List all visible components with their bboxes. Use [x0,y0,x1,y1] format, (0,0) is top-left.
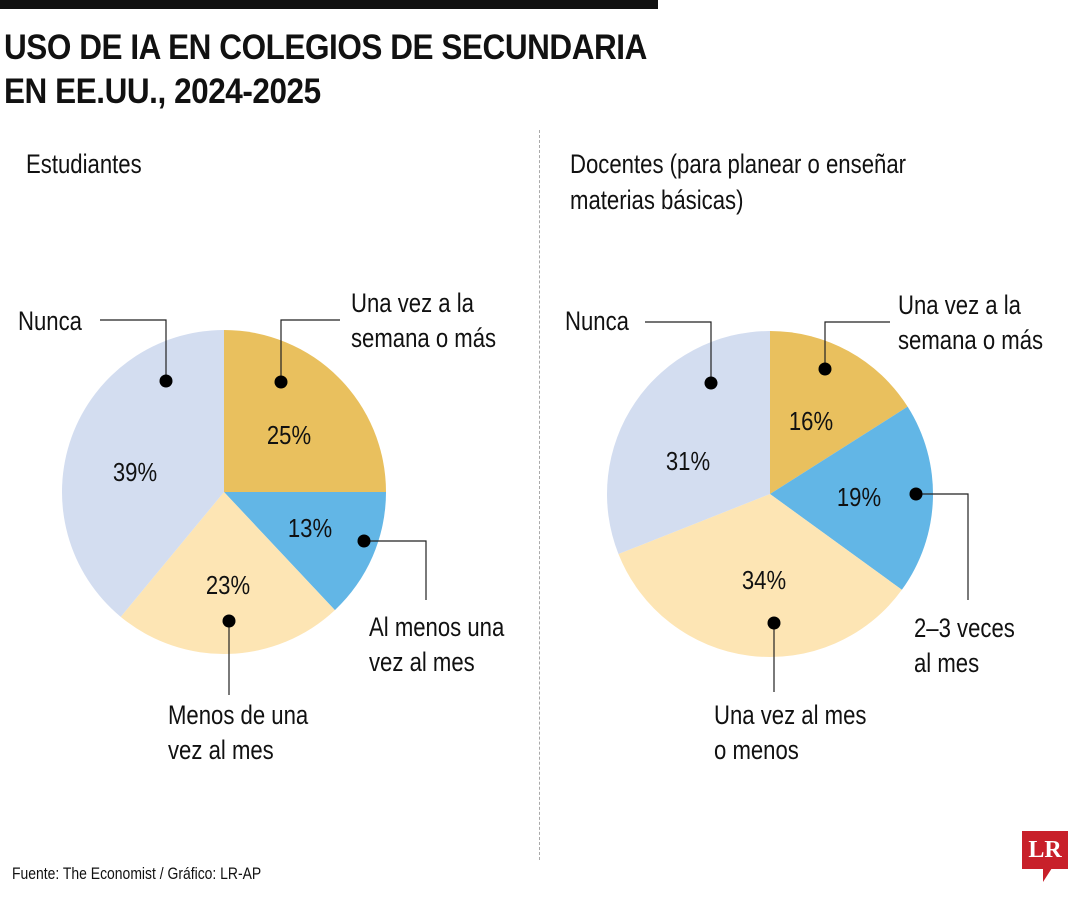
source-note: Fuente: The Economist / Gráfico: LR-AP [12,864,262,883]
leader-line [364,540,427,600]
chart-title: USO DE IA EN COLEGIOS DE SECUNDARIA EN E… [4,26,724,114]
slice-value-label: 34% [742,566,786,595]
slice-value-label: 16% [789,407,833,436]
teachers-subtitle: Docentes (para planear o enseñar materia… [570,146,996,218]
chart-title-line-1: USO DE IA EN COLEGIOS DE SECUNDARIA [4,28,647,67]
students-pie: 25% Una vez a la semana o más 13% Al menos u… [18,289,505,766]
pie-slice [120,492,335,654]
leader-dot [818,362,832,376]
slice-category-label-line: Una vez a la [898,291,1021,321]
slice-category-label: Nunca [18,307,82,337]
slice-category-label: Una vez a la semana o más [351,289,496,354]
leader-dot [357,534,371,548]
pie-slice [770,331,908,494]
pie-slice [618,494,902,657]
leader-dot [159,374,173,388]
slice-category-label: Al menos una vez al mes [369,613,505,678]
leader-line [824,321,890,369]
slice-category-label-line: vez al mes [168,736,274,766]
pie-slice [224,492,386,611]
slice-category-label-line: Una vez al mes [714,701,866,731]
chart-title-line-2: EN EE.UU., 2024-2025 [4,72,321,111]
slice-category-label-line: semana o más [351,324,496,354]
leader-line [645,321,712,383]
panel-divider [539,130,540,860]
slice-value-label: 31% [666,447,710,476]
pie-slice [607,331,770,555]
slice-value-label: 23% [206,571,250,600]
slice-category-label: Nunca [565,307,629,337]
slice-category-label-line: 2–3 veces [914,614,1015,644]
pie-slice [770,406,933,590]
teachers-subtitle-line-2: materias básicas) [570,185,744,215]
slice-category-label-line: al mes [914,649,979,679]
leader-dot [274,375,288,389]
slice-category-label: Una vez a la semana o más [898,291,1043,356]
lr-logo-tail [1043,868,1052,882]
slice-category-label-line: Una vez a la [351,289,474,319]
pie-slice [224,330,386,492]
leader-dot [767,616,781,630]
teachers-subtitle-line-1: Docentes (para planear o enseñar [570,149,907,179]
leader-line [916,493,969,600]
leader-dot [909,487,923,501]
slice-category-label: 2–3 veces al mes [914,614,1015,679]
leader-dot [704,376,718,390]
slice-category-label: Una vez al mes o menos [714,701,866,766]
slice-value-label: 13% [288,514,332,543]
leader-line [280,319,340,382]
slice-category-label-line: o menos [714,736,799,766]
pie-slice [62,330,225,617]
slice-value-label: 19% [837,483,881,512]
slice-category-label-line: Menos de una [168,701,308,731]
slice-category-label: Menos de una vez al mes [168,701,308,766]
slice-category-label-line: Nunca [18,307,82,337]
slice-category-label-line: semana o más [898,326,1043,356]
slice-value-label: 25% [267,421,311,450]
lr-logo: LR [1022,831,1068,869]
top-rule [0,0,658,9]
slice-value-label: 39% [113,458,157,487]
leader-dot [222,614,236,628]
slice-category-label-line: vez al mes [369,648,475,678]
teachers-pie: 16% Una vez a la semana o más 19% 2–3 veces a… [565,291,1043,766]
slice-category-label-line: Al menos una [369,613,505,643]
students-subtitle: Estudiantes [26,149,142,179]
leader-line [100,319,167,381]
slice-category-label-line: Nunca [565,307,629,337]
